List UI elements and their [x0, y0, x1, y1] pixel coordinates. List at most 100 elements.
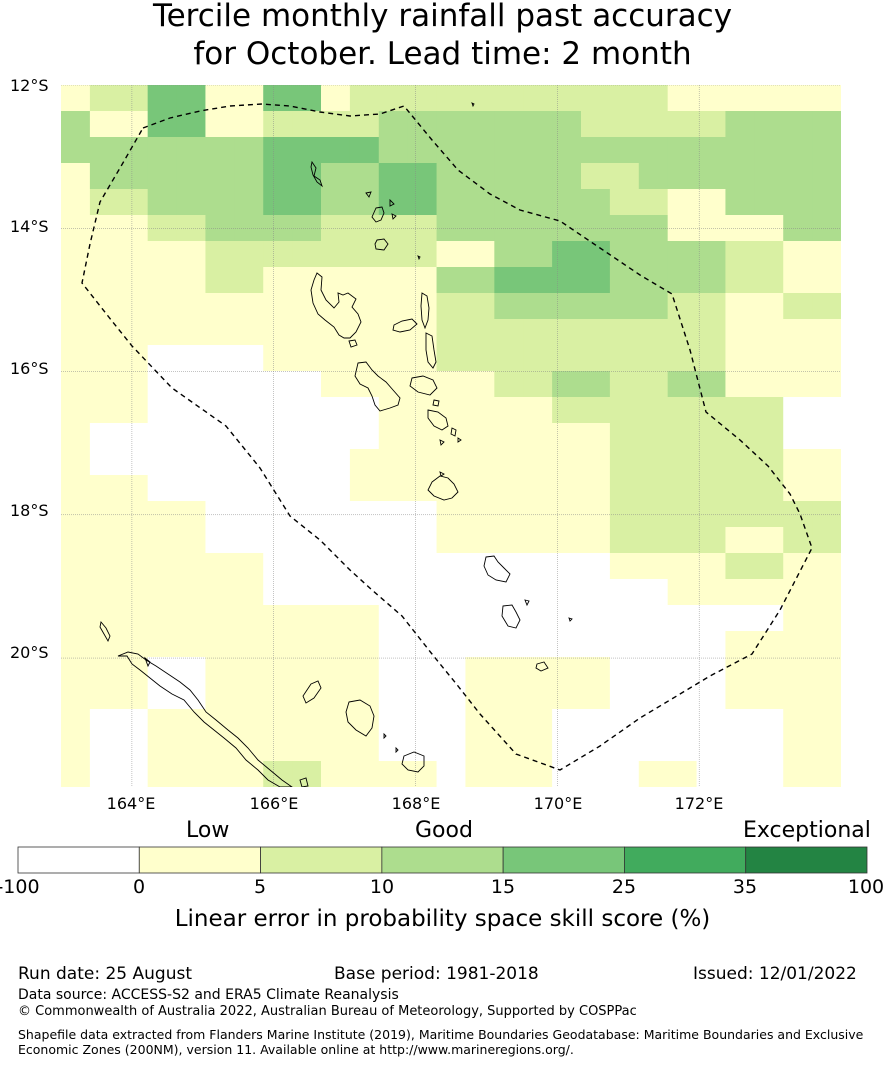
heatmap-cell [349, 397, 380, 424]
heatmap-cell [89, 163, 120, 190]
colorbar-segment [381, 846, 504, 874]
heatmap-cell [783, 293, 813, 320]
island-isle-of-pines [299, 777, 309, 787]
heatmap-cell [407, 137, 438, 164]
heatmap-cell [725, 683, 755, 710]
heatmap-cell [725, 85, 755, 112]
heatmap-cell [292, 631, 322, 658]
heatmap-cell [783, 449, 813, 476]
heatmap-cell [812, 319, 841, 346]
colorbar-segment [624, 846, 747, 874]
heatmap-cell [725, 189, 755, 216]
heatmap-cell [118, 553, 149, 580]
heatmap-cell [465, 163, 495, 190]
heatmap-cell [349, 605, 380, 632]
heatmap-cell [667, 709, 698, 736]
heatmap-cell [436, 267, 467, 294]
heatmap-cell [638, 475, 669, 502]
heatmap-cell [407, 631, 438, 658]
heatmap-cell [263, 449, 293, 476]
island-ambae [392, 318, 418, 333]
heatmap-cell [378, 553, 409, 580]
heatmap-cell [407, 449, 438, 476]
colorbar-segment [17, 846, 140, 874]
heatmap-cell [147, 189, 178, 216]
heatmap-cell [754, 345, 784, 372]
colorbar-tick: -100 [0, 876, 40, 898]
heatmap-cell [783, 397, 813, 424]
heatmap-cell [176, 137, 207, 164]
heatmap-cell [494, 449, 524, 476]
heatmap-cell [176, 553, 207, 580]
heatmap-cell [552, 553, 582, 580]
heatmap-cell [234, 241, 264, 268]
heatmap-cell [61, 683, 91, 710]
heatmap-cell [321, 85, 351, 112]
heatmap-cell [234, 345, 264, 372]
heatmap-cell [667, 631, 698, 658]
heatmap-cell [725, 631, 755, 658]
legend-category-low: Low [186, 818, 230, 843]
heatmap-cell [754, 137, 784, 164]
heatmap-cell [321, 709, 351, 736]
heatmap-cell [638, 111, 669, 138]
heatmap-cell [349, 423, 380, 450]
island-erromango [483, 555, 511, 583]
heatmap-cell [667, 449, 698, 476]
heatmap-cell [812, 475, 841, 502]
heatmap-cell [263, 137, 293, 164]
heatmap-cell [523, 735, 553, 762]
heatmap-cell [205, 345, 235, 372]
heatmap-cell [523, 423, 553, 450]
heatmap-cell [696, 579, 727, 606]
heatmap-cell [147, 605, 178, 632]
heatmap-cell [696, 397, 727, 424]
heatmap-cell [292, 761, 322, 787]
heatmap-cell [783, 111, 813, 138]
heatmap-cell [725, 657, 755, 684]
lat-label-12s: 12°S [10, 76, 49, 95]
heatmap-cell [349, 267, 380, 294]
heatmap-cell [147, 267, 178, 294]
heatmap-cell [205, 215, 235, 242]
heatmap-cell [667, 735, 698, 762]
heatmap-cell [523, 527, 553, 554]
heatmap-cell [176, 423, 207, 450]
heatmap-cell [263, 371, 293, 398]
heatmap-cell [725, 163, 755, 190]
heatmap-cell [436, 345, 467, 372]
heatmap-cell [407, 553, 438, 580]
heatmap-cell [89, 709, 120, 736]
heatmap-cell [812, 85, 841, 112]
heatmap-cell [321, 527, 351, 554]
heatmap-cell [494, 293, 524, 320]
heatmap-cell [321, 657, 351, 684]
heatmap-cell [147, 553, 178, 580]
heatmap-cell [61, 475, 91, 502]
heatmap-cell [552, 579, 582, 606]
heatmap-cell [696, 293, 727, 320]
heatmap-cell [696, 111, 727, 138]
heatmap-cell [205, 293, 235, 320]
heatmap-cell [147, 709, 178, 736]
island-paama [432, 399, 440, 407]
heatmap-cell [667, 657, 698, 684]
heatmap-cell [552, 449, 582, 476]
heatmap-cell [465, 137, 495, 164]
heatmap-cell [638, 345, 669, 372]
heatmap-cell [552, 85, 582, 112]
heatmap-cell [205, 397, 235, 424]
heatmap-cell [349, 553, 380, 580]
heatmap-cell [378, 631, 409, 658]
heatmap-cell [783, 501, 813, 528]
heatmap-cell [465, 371, 495, 398]
heatmap-cell [263, 423, 293, 450]
island-ambrym [409, 375, 438, 396]
heatmap-cell [552, 657, 582, 684]
heatmap-cell [725, 371, 755, 398]
heatmap-cell [378, 527, 409, 554]
island-tanna [501, 604, 521, 629]
heatmap-cell [494, 579, 524, 606]
heatmap-cell [147, 85, 178, 112]
